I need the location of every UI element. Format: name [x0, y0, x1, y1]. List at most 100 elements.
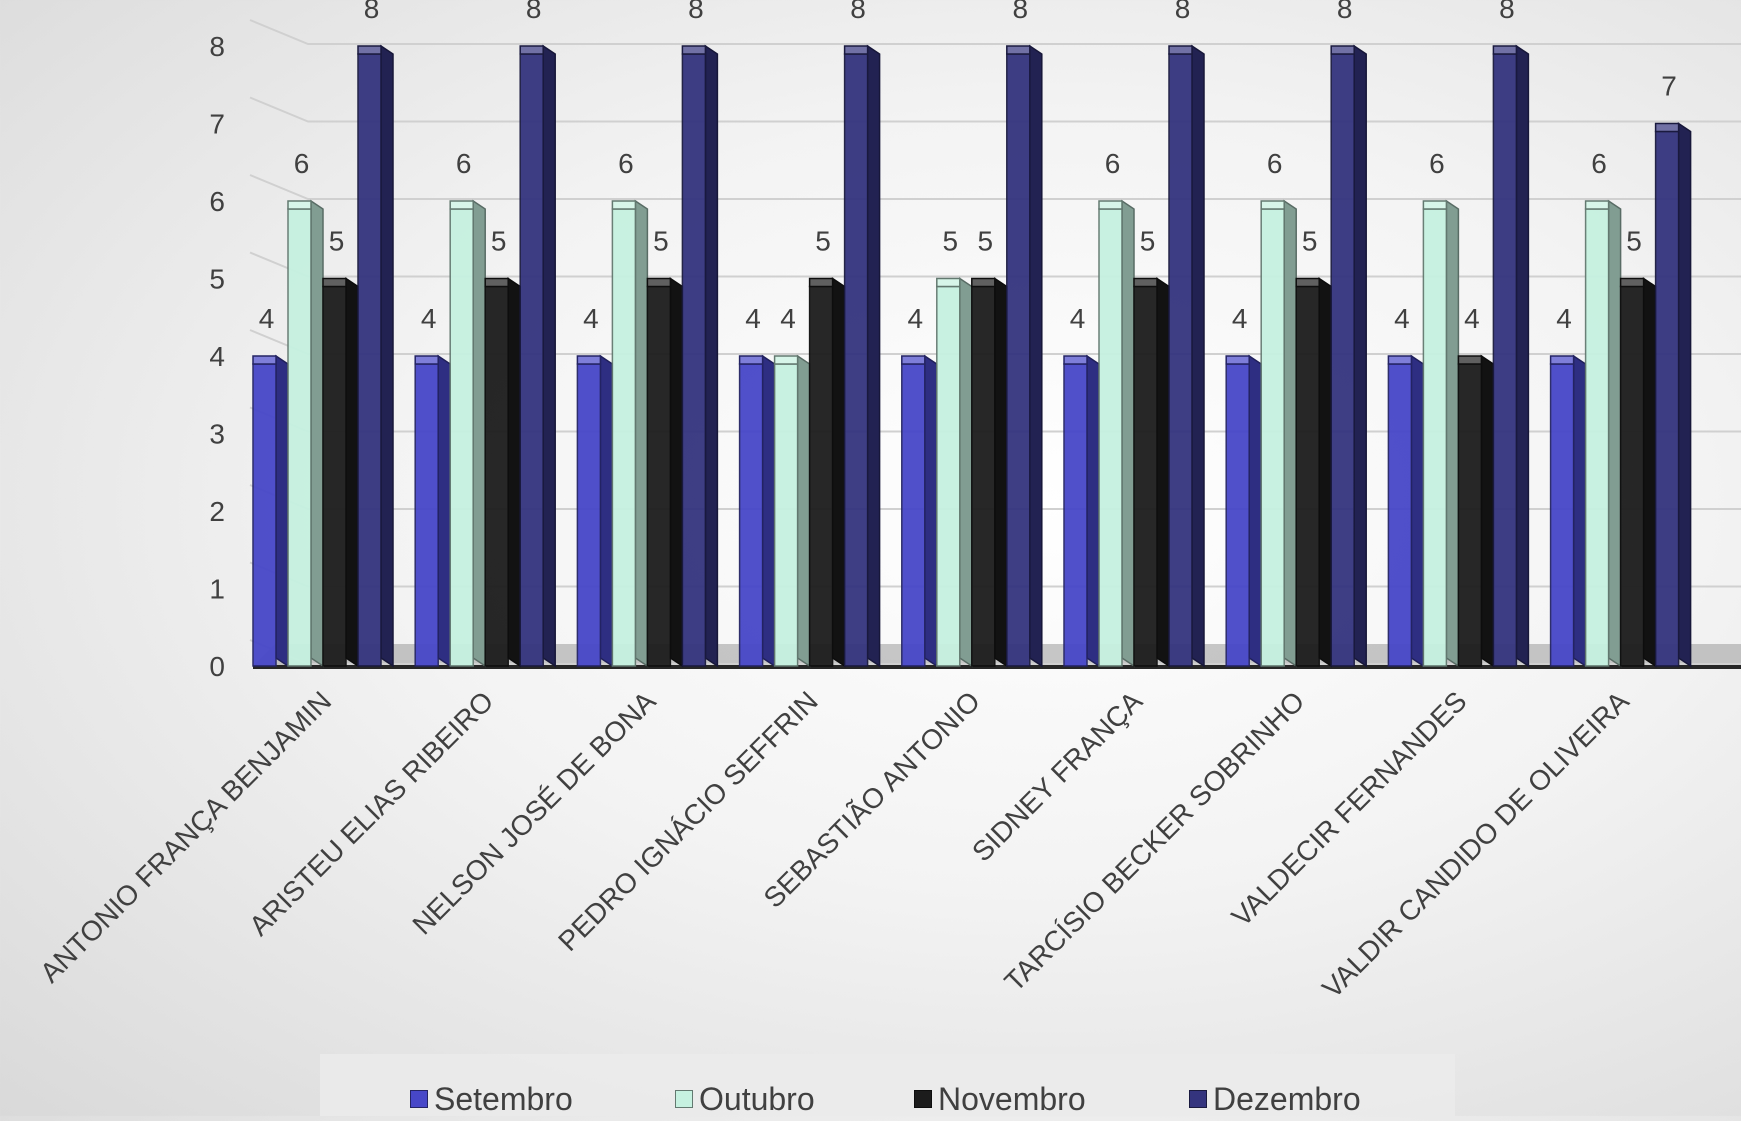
data-label-outubro-pedro-ignacio-seffrin: 4 [780, 303, 796, 334]
bar-top-outubro-sidney-franca [1098, 200, 1123, 210]
bar-top-setembro-valdecir-fernandes [1387, 355, 1413, 365]
bar-side-dezembro-antonio-franca-benjamin [380, 44, 394, 668]
bar-side-outubro-pedro-ignacio-seffrin [796, 354, 811, 668]
bar-dezembro-valdir-candido-de-oliveira [1654, 122, 1692, 668]
bar-front-novembro-nelson-jose-de-bona [646, 285, 672, 667]
legend-label-setembro: Setembro [434, 1080, 573, 1117]
bar-setembro-antonio-franca-benjamin [252, 354, 289, 668]
data-label-dezembro-antonio-franca-benjamin: 8 [364, 0, 380, 24]
y-tick-label-1: 1 [209, 574, 225, 605]
bar-front-dezembro-pedro-ignacio-seffrin [843, 53, 869, 667]
data-label-outubro-sebastiao-antonio: 5 [943, 226, 959, 257]
x-tick-label-antonio-franca-benjamin: ANTONIO FRANÇA BENJAMIN [34, 685, 337, 988]
bar-setembro-valdir-candido-de-oliveira [1549, 354, 1587, 668]
bar-front-dezembro-tarcisio-becker-sobrinho [1330, 53, 1355, 667]
data-label-outubro-sidney-franca: 6 [1105, 148, 1121, 179]
data-label-outubro-aristeu-elias-ribeiro: 6 [456, 148, 472, 179]
data-label-novembro-sebastiao-antonio: 5 [978, 226, 994, 257]
bar-side-novembro-aristeu-elias-ribeiro [507, 277, 521, 668]
bar-top-dezembro-tarcisio-becker-sobrinho [1330, 45, 1355, 55]
bar-side-outubro-sebastiao-antonio [959, 277, 973, 668]
bar-side-outubro-valdir-candido-de-oliveira [1607, 199, 1622, 668]
bar-top-novembro-tarcisio-becker-sobrinho [1295, 277, 1320, 288]
bar-front-dezembro-sebastiao-antonio [1006, 53, 1031, 667]
bar-side-outubro-tarcisio-becker-sobrinho [1283, 199, 1297, 668]
bar-front-setembro-pedro-ignacio-seffrin [738, 363, 764, 667]
legend-label-outubro: Outubro [699, 1080, 815, 1117]
bar-top-dezembro-valdir-candido-de-oliveira [1654, 122, 1680, 133]
bar-front-dezembro-antonio-franca-benjamin [357, 53, 382, 667]
data-label-novembro-valdir-candido-de-oliveira: 5 [1626, 226, 1642, 257]
data-label-dezembro-tarcisio-becker-sobrinho: 8 [1337, 0, 1353, 24]
legend-label-dezembro: Dezembro [1213, 1080, 1361, 1117]
bar-novembro-antonio-franca-benjamin [322, 277, 359, 668]
bar-top-setembro-antonio-franca-benjamin [252, 355, 277, 365]
bar-side-dezembro-nelson-jose-de-bona [704, 44, 719, 668]
bar-side-dezembro-pedro-ignacio-seffrin [866, 44, 881, 668]
bar-outubro-aristeu-elias-ribeiro [449, 199, 486, 668]
bar-side-novembro-valdir-candido-de-oliveira [1642, 277, 1657, 668]
bar-top-novembro-aristeu-elias-ribeiro [484, 277, 509, 288]
bar-top-novembro-pedro-ignacio-seffrin [808, 277, 834, 288]
gridline-6 [249, 174, 1741, 200]
bar-side-outubro-valdecir-fernandes [1445, 199, 1460, 668]
bar-side-novembro-sidney-franca [1156, 277, 1170, 668]
bar-side-novembro-nelson-jose-de-bona [669, 277, 684, 668]
bar-side-outubro-aristeu-elias-ribeiro [472, 199, 486, 668]
x-tick-label-tarcisio-becker-sobrinho: TARCÍSIO BECKER SOBRINHO [998, 685, 1310, 997]
bar-side-setembro-valdir-candido-de-oliveira [1572, 354, 1587, 668]
bar-front-dezembro-aristeu-elias-ribeiro [519, 53, 544, 667]
bar-top-dezembro-antonio-franca-benjamin [357, 45, 382, 55]
bar-front-outubro-aristeu-elias-ribeiro [449, 208, 474, 667]
bar-outubro-pedro-ignacio-seffrin [773, 354, 811, 668]
bar-front-setembro-sebastiao-antonio [901, 363, 926, 667]
bar-side-dezembro-valdir-candido-de-oliveira [1677, 122, 1692, 668]
data-label-setembro-pedro-ignacio-seffrin: 4 [745, 303, 761, 334]
bar-top-dezembro-pedro-ignacio-seffrin [843, 45, 869, 55]
bar-top-setembro-sidney-franca [1063, 355, 1088, 365]
bar-front-novembro-valdir-candido-de-oliveira [1619, 285, 1645, 667]
bar-side-dezembro-tarcisio-becker-sobrinho [1353, 44, 1367, 668]
bar-front-outubro-tarcisio-becker-sobrinho [1260, 208, 1285, 667]
bar-dezembro-valdecir-fernandes [1492, 44, 1530, 668]
bar-top-setembro-pedro-ignacio-seffrin [738, 355, 764, 365]
data-label-setembro-tarcisio-becker-sobrinho: 4 [1232, 303, 1248, 334]
bar-front-dezembro-nelson-jose-de-bona [681, 53, 707, 667]
bar-side-setembro-tarcisio-becker-sobrinho [1248, 354, 1262, 668]
bar-outubro-nelson-jose-de-bona [611, 199, 649, 668]
data-label-dezembro-sidney-franca: 8 [1175, 0, 1191, 24]
bar-top-outubro-nelson-jose-de-bona [611, 200, 637, 210]
bar-setembro-tarcisio-becker-sobrinho [1225, 354, 1262, 668]
bar-top-outubro-valdir-candido-de-oliveira [1584, 200, 1610, 210]
data-label-novembro-tarcisio-becker-sobrinho: 5 [1302, 226, 1318, 257]
bar-front-outubro-nelson-jose-de-bona [611, 208, 637, 667]
bar-side-setembro-nelson-jose-de-bona [599, 354, 614, 668]
bar-front-novembro-valdecir-fernandes [1457, 363, 1483, 667]
bar-front-dezembro-valdir-candido-de-oliveira [1654, 130, 1680, 667]
legend-item-outubro: Outubro [675, 1080, 815, 1117]
y-tick-label-8: 8 [209, 31, 225, 62]
bar-front-novembro-sebastiao-antonio [971, 285, 996, 667]
bar-outubro-antonio-franca-benjamin [287, 199, 324, 668]
bar-top-setembro-sebastiao-antonio [901, 355, 926, 365]
data-label-setembro-sidney-franca: 4 [1070, 303, 1086, 334]
data-label-setembro-antonio-franca-benjamin: 4 [259, 303, 275, 334]
bar-setembro-aristeu-elias-ribeiro [414, 354, 451, 668]
bar-side-dezembro-aristeu-elias-ribeiro [542, 44, 556, 668]
bar-setembro-pedro-ignacio-seffrin [738, 354, 776, 668]
bar-dezembro-sidney-franca [1168, 44, 1205, 668]
bar-top-novembro-nelson-jose-de-bona [646, 277, 672, 288]
data-label-setembro-aristeu-elias-ribeiro: 4 [421, 303, 437, 334]
bar-top-novembro-valdecir-fernandes [1457, 355, 1483, 365]
y-tick-label-5: 5 [209, 264, 225, 295]
bars [252, 44, 1692, 668]
y-tick-label-7: 7 [209, 109, 225, 140]
bar-side-setembro-pedro-ignacio-seffrin [761, 354, 776, 668]
bar-front-novembro-pedro-ignacio-seffrin [808, 285, 834, 667]
bar-front-outubro-sebastiao-antonio [936, 285, 961, 667]
bar-top-novembro-sidney-franca [1133, 277, 1158, 288]
bar-side-outubro-sidney-franca [1121, 199, 1135, 668]
